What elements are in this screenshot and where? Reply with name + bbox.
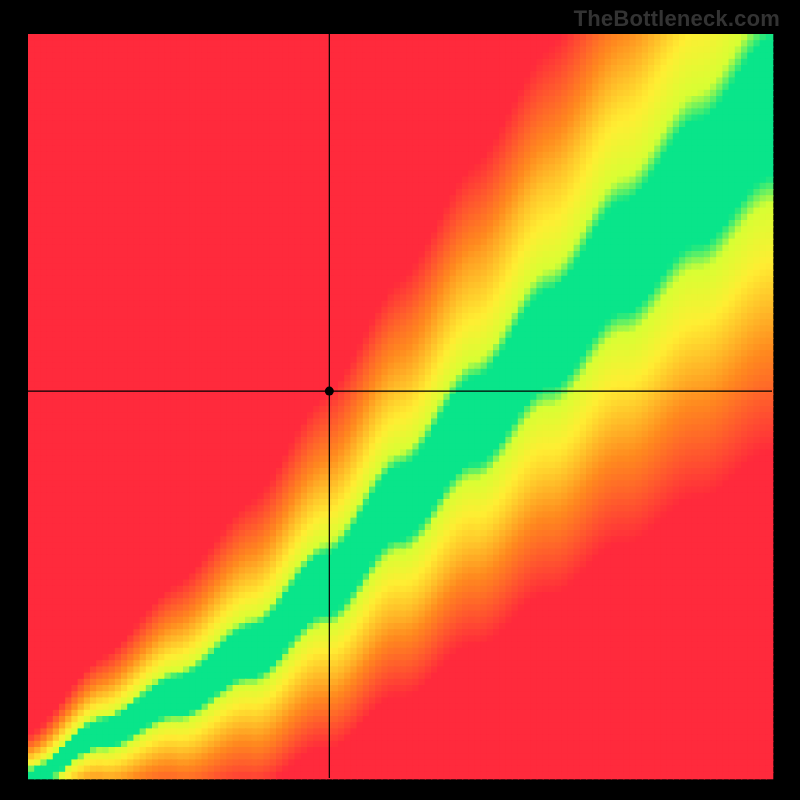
watermark-text: TheBottleneck.com xyxy=(574,6,780,32)
bottleneck-heatmap xyxy=(0,0,800,800)
chart-container: TheBottleneck.com xyxy=(0,0,800,800)
